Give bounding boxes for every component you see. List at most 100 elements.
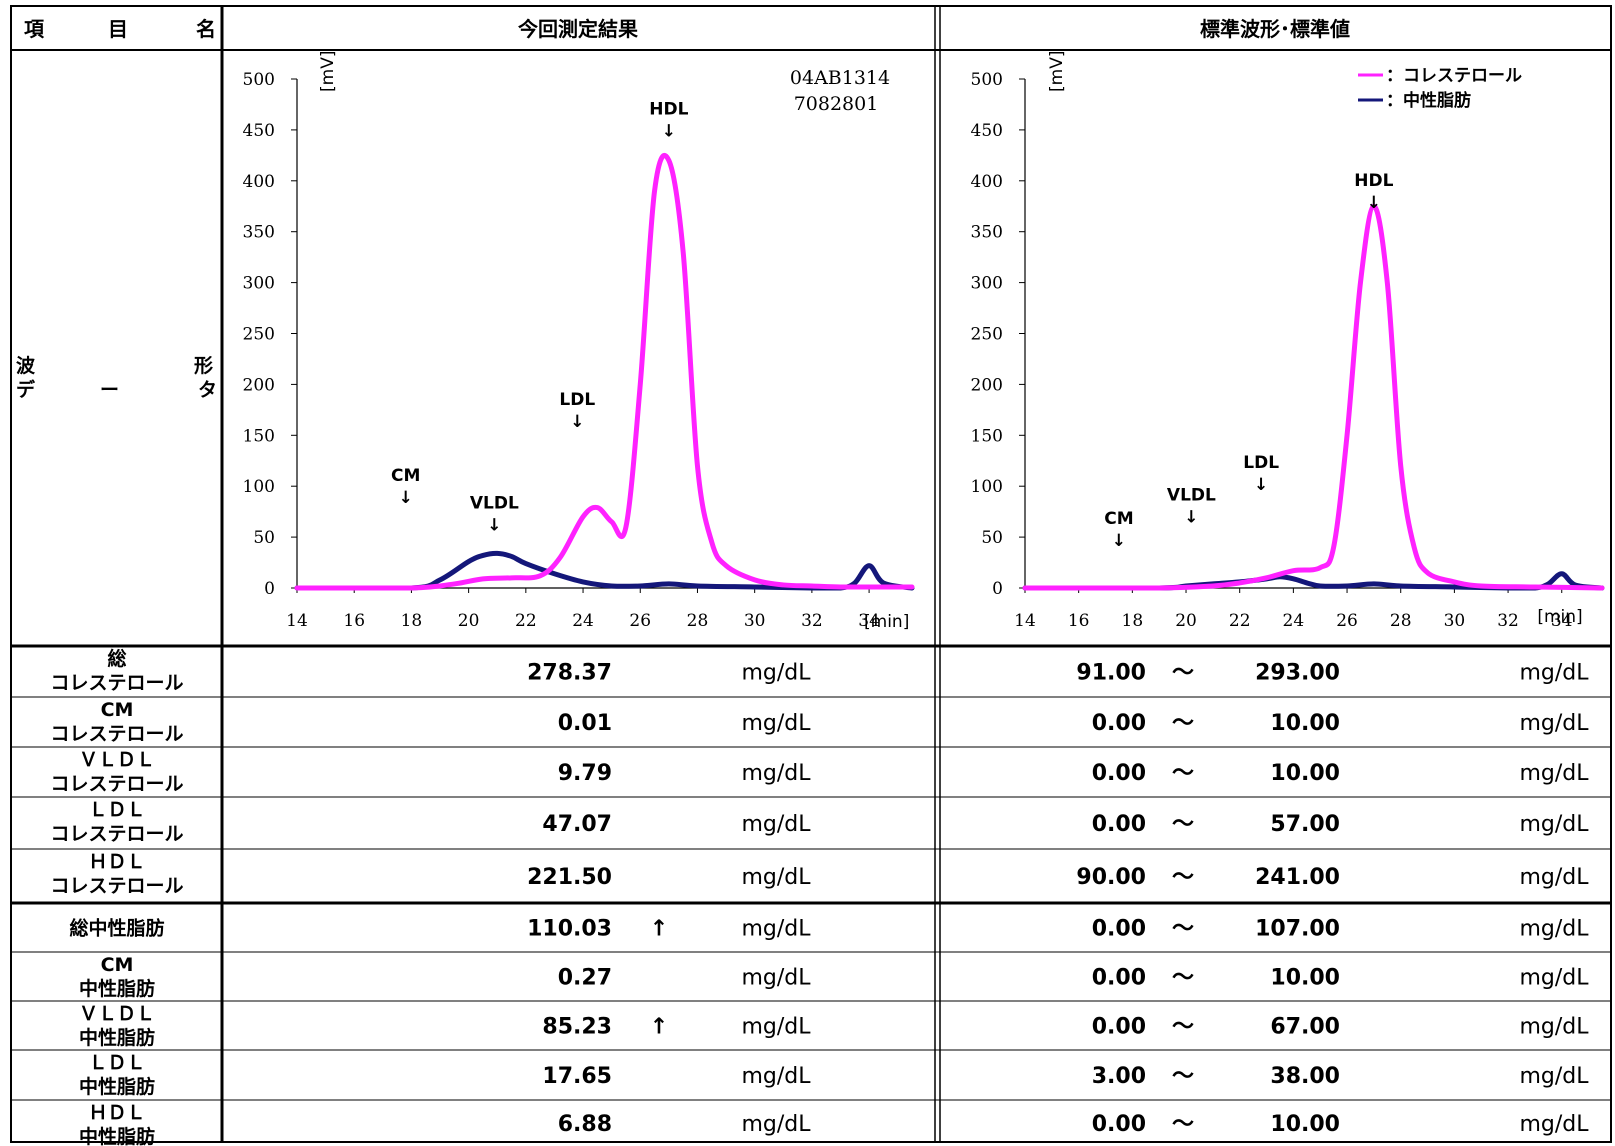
waveform-label-char-1: 波: [16, 354, 36, 377]
measured-y-tick-label: 150: [243, 426, 275, 446]
range-min: 0.00: [1092, 711, 1146, 736]
range-tilde: ～: [1172, 966, 1194, 991]
range-unit: mg/dL: [1519, 1015, 1589, 1040]
measured-unit: mg/dL: [741, 966, 811, 991]
measured-chart-series: [294, 153, 915, 591]
range-min: 90.00: [1076, 865, 1146, 890]
measured-y-tick-label: 500: [243, 70, 275, 90]
header-item-char-2: 目: [108, 17, 128, 41]
standard-peak-hdl-arrow: ↓: [1367, 193, 1381, 213]
measured-value: 0.01: [558, 711, 612, 736]
item-name-header: 項 目 名: [24, 17, 216, 41]
standard-cholesterol-series: [1022, 203, 1605, 591]
range-tilde: ～: [1172, 865, 1194, 890]
standard-peak-ldl-arrow: ↓: [1254, 475, 1268, 495]
range-max: 10.00: [1270, 761, 1340, 786]
measured-value: 110.03: [527, 917, 612, 942]
range-max: 57.00: [1270, 812, 1340, 837]
range-max: 67.00: [1270, 1015, 1340, 1040]
standard-x-tick-label: 34: [1551, 611, 1573, 631]
range-tilde: ～: [1172, 661, 1194, 686]
standard-x-tick-label: 28: [1390, 611, 1412, 631]
measured-peak-ldl-arrow: ↓: [570, 412, 584, 432]
measured-x-tick-label: 22: [515, 611, 537, 631]
measured-y-unit: [mV]: [318, 51, 338, 92]
standard-y-tick-label: 350: [971, 223, 1003, 243]
standard-y-tick-label: 500: [971, 70, 1003, 90]
high-flag-arrow: ↑: [650, 1015, 668, 1040]
standard-x-tick-label: 16: [1068, 611, 1090, 631]
standard-peak-vldl-label: VLDL: [1167, 485, 1216, 505]
standard-chart-peak-labels: CM↓VLDL↓LDL↓HDL↓: [1104, 171, 1393, 551]
measured-x-tick-label: 16: [343, 611, 365, 631]
range-max: 38.00: [1270, 1064, 1340, 1089]
measured-value: 0.27: [558, 966, 612, 991]
measured-y-tick-label: 100: [243, 477, 275, 497]
measured-peak-hdl-arrow: ↓: [662, 122, 676, 142]
legend-triglyceride-label: ：中性脂肪: [1386, 90, 1471, 111]
measured-triglyceride-series: [294, 550, 915, 591]
range-max: 10.00: [1270, 966, 1340, 991]
row-label-line-1: ＨＤＬ: [88, 1102, 145, 1124]
row-label-line-1: ＶＬＤＬ: [79, 1003, 155, 1025]
row-label-line-1: 総: [107, 647, 126, 670]
standard-y-tick-label: 250: [971, 325, 1003, 345]
range-min: 0.00: [1092, 812, 1146, 837]
waveform-data-label: 波 形 デ ー タ: [16, 354, 217, 401]
row-label-line-1: ＬＤＬ: [88, 1052, 145, 1074]
standard-peak-ldl-label: LDL: [1243, 453, 1279, 473]
row-label-line-2: コレステロール: [50, 875, 183, 897]
row-label-line-1: CM: [101, 954, 134, 976]
measured-peak-vldl-arrow: ↓: [487, 516, 501, 536]
standard-y-tick-label: 150: [971, 426, 1003, 446]
standard-x-tick-label: 32: [1497, 611, 1519, 631]
range-min: 3.00: [1092, 1064, 1146, 1089]
measured-results-header: 今回測定結果: [518, 17, 638, 41]
row-label-line-1: ＶＬＤＬ: [79, 749, 155, 771]
measured-unit: mg/dL: [741, 812, 811, 837]
range-max: 241.00: [1255, 865, 1340, 890]
measured-x-tick-label: 30: [744, 611, 766, 631]
standard-x-tick-label: 22: [1229, 611, 1251, 631]
range-unit: mg/dL: [1519, 761, 1589, 786]
measured-unit: mg/dL: [741, 865, 811, 890]
range-unit: mg/dL: [1519, 966, 1589, 991]
waveform-label-char-2: 形: [194, 355, 213, 377]
standard-x-tick-label: 14: [1014, 611, 1036, 631]
measured-peak-cm-label: CM: [391, 466, 420, 486]
measured-y-tick-label: 0: [264, 579, 275, 599]
row-label: 総中性脂肪: [69, 917, 164, 940]
row-label-line-2: コレステロール: [50, 773, 183, 795]
measured-peak-hdl-label: HDL: [649, 100, 688, 120]
standard-y-tick-label: 50: [981, 528, 1003, 548]
range-unit: mg/dL: [1519, 865, 1589, 890]
standard-y-tick-label: 400: [971, 172, 1003, 192]
standard-chromatogram-chart: 0 50 100 150 200 250 300 350 400 450 500 14 16 18 20 22…: [971, 51, 1605, 631]
measured-y-tick-label: 400: [243, 172, 275, 192]
measured-y-tick-label: 350: [243, 223, 275, 243]
measured-value: 85.23: [542, 1015, 612, 1040]
standard-y-tick-label: 200: [971, 375, 1003, 395]
measured-x-tick-label: 18: [401, 611, 423, 631]
row-label-line-2: コレステロール: [50, 823, 183, 845]
measured-y-tick-label: 450: [243, 121, 275, 141]
range-min: 0.00: [1092, 917, 1146, 942]
standard-x-tick-label: 18: [1122, 611, 1144, 631]
range-tilde: ～: [1172, 1015, 1194, 1040]
range-tilde: ～: [1172, 711, 1194, 736]
range-max: 293.00: [1255, 661, 1340, 686]
standard-x-tick-label: 24: [1283, 611, 1305, 631]
measured-x-unit: [min]: [864, 612, 909, 632]
measured-x-tick-label: 24: [572, 611, 594, 631]
measured-peak-vldl-label: VLDL: [470, 494, 519, 514]
range-tilde: ～: [1172, 761, 1194, 786]
range-unit: mg/dL: [1519, 812, 1589, 837]
range-max: 10.00: [1270, 1112, 1340, 1137]
table-grid: [10, 5, 1612, 1143]
standard-y-unit: [mV]: [1047, 51, 1067, 92]
measured-value: 278.37: [527, 661, 612, 686]
